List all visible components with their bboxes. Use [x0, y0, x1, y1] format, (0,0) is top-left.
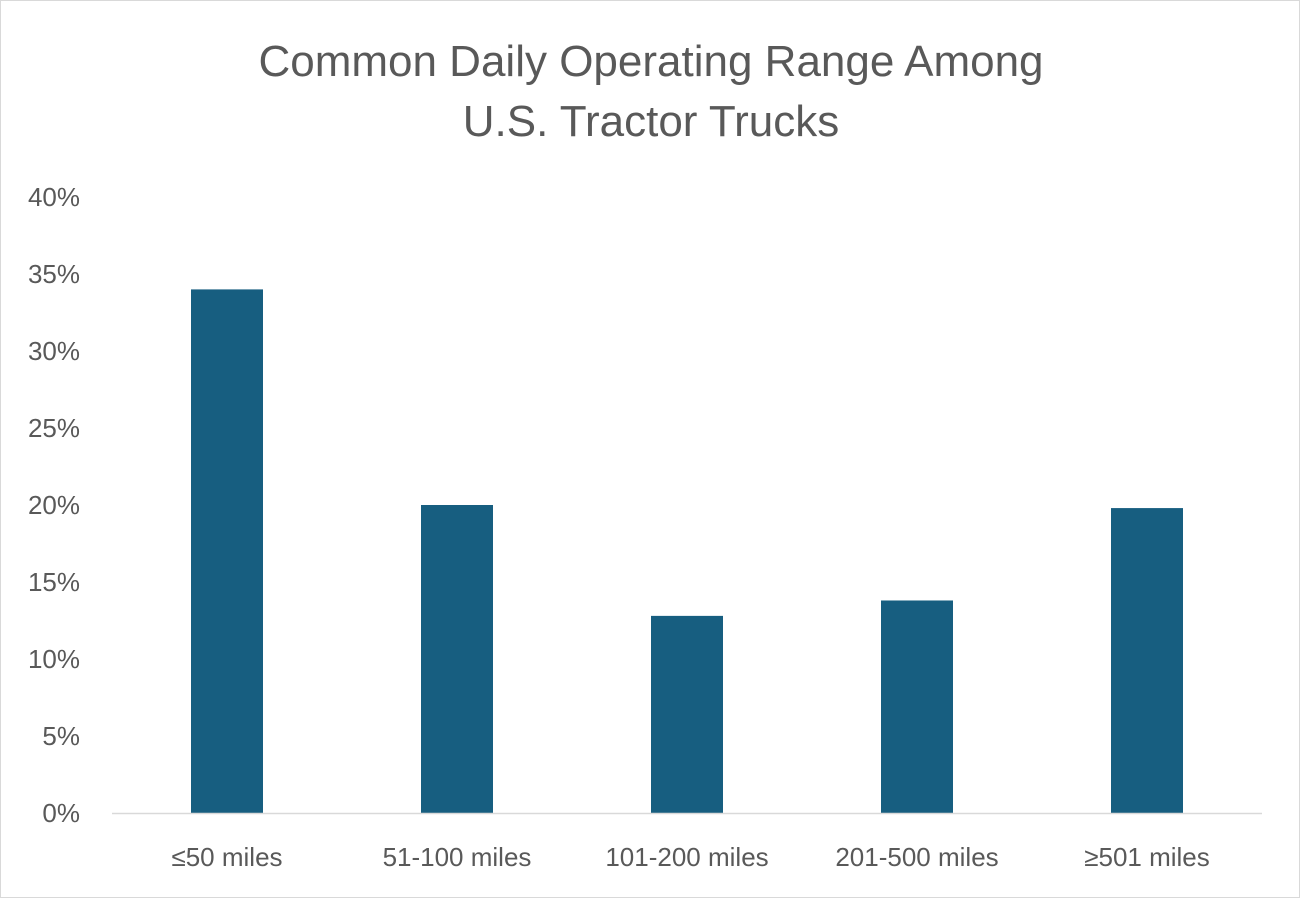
y-tick-label: 35% [28, 259, 80, 289]
y-tick-label: 0% [42, 798, 80, 828]
y-axis: 0% 5% 10% 15% 20% 25% 30% 35% 40% [28, 182, 80, 828]
bar [191, 289, 263, 813]
chart-title-line-1: Common Daily Operating Range Among [258, 37, 1044, 86]
bar [881, 600, 953, 813]
bars [191, 289, 1183, 813]
y-tick-label: 20% [28, 490, 80, 520]
x-tick-label: 51-100 miles [383, 842, 532, 872]
y-tick-label: 30% [28, 336, 80, 366]
y-tick-label: 40% [28, 182, 80, 212]
y-tick-label: 25% [28, 413, 80, 443]
bar [1111, 508, 1183, 813]
bar [421, 505, 493, 813]
x-axis: ≤50 miles 51-100 miles 101-200 miles 201-50… [112, 812, 1262, 872]
chart-title-line-2: U.S. Tractor Trucks [462, 97, 840, 146]
x-tick-label: 201-500 miles [835, 842, 998, 872]
bar [651, 615, 723, 813]
x-tick-label: 101-200 miles [605, 842, 768, 872]
x-tick-label: ≥501 miles [1084, 842, 1210, 872]
chart-title: Common Daily Operating Range Among U.S. … [0, 32, 1302, 152]
y-tick-label: 5% [42, 721, 80, 751]
y-tick-label: 15% [28, 567, 80, 597]
x-tick-label: ≤50 miles [171, 842, 282, 872]
y-tick-label: 10% [28, 644, 80, 674]
